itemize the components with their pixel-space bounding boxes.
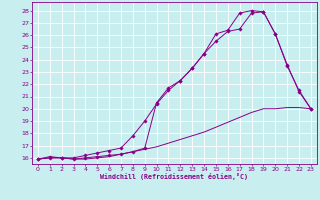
X-axis label: Windchill (Refroidissement éolien,°C): Windchill (Refroidissement éolien,°C) [100, 173, 248, 180]
